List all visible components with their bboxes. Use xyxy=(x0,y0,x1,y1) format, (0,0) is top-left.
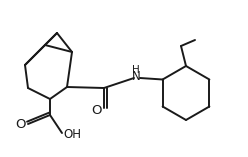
Text: H: H xyxy=(132,65,140,75)
Text: O: O xyxy=(16,119,26,132)
Text: N: N xyxy=(132,70,140,84)
Text: O: O xyxy=(92,103,102,116)
Text: OH: OH xyxy=(63,127,81,141)
